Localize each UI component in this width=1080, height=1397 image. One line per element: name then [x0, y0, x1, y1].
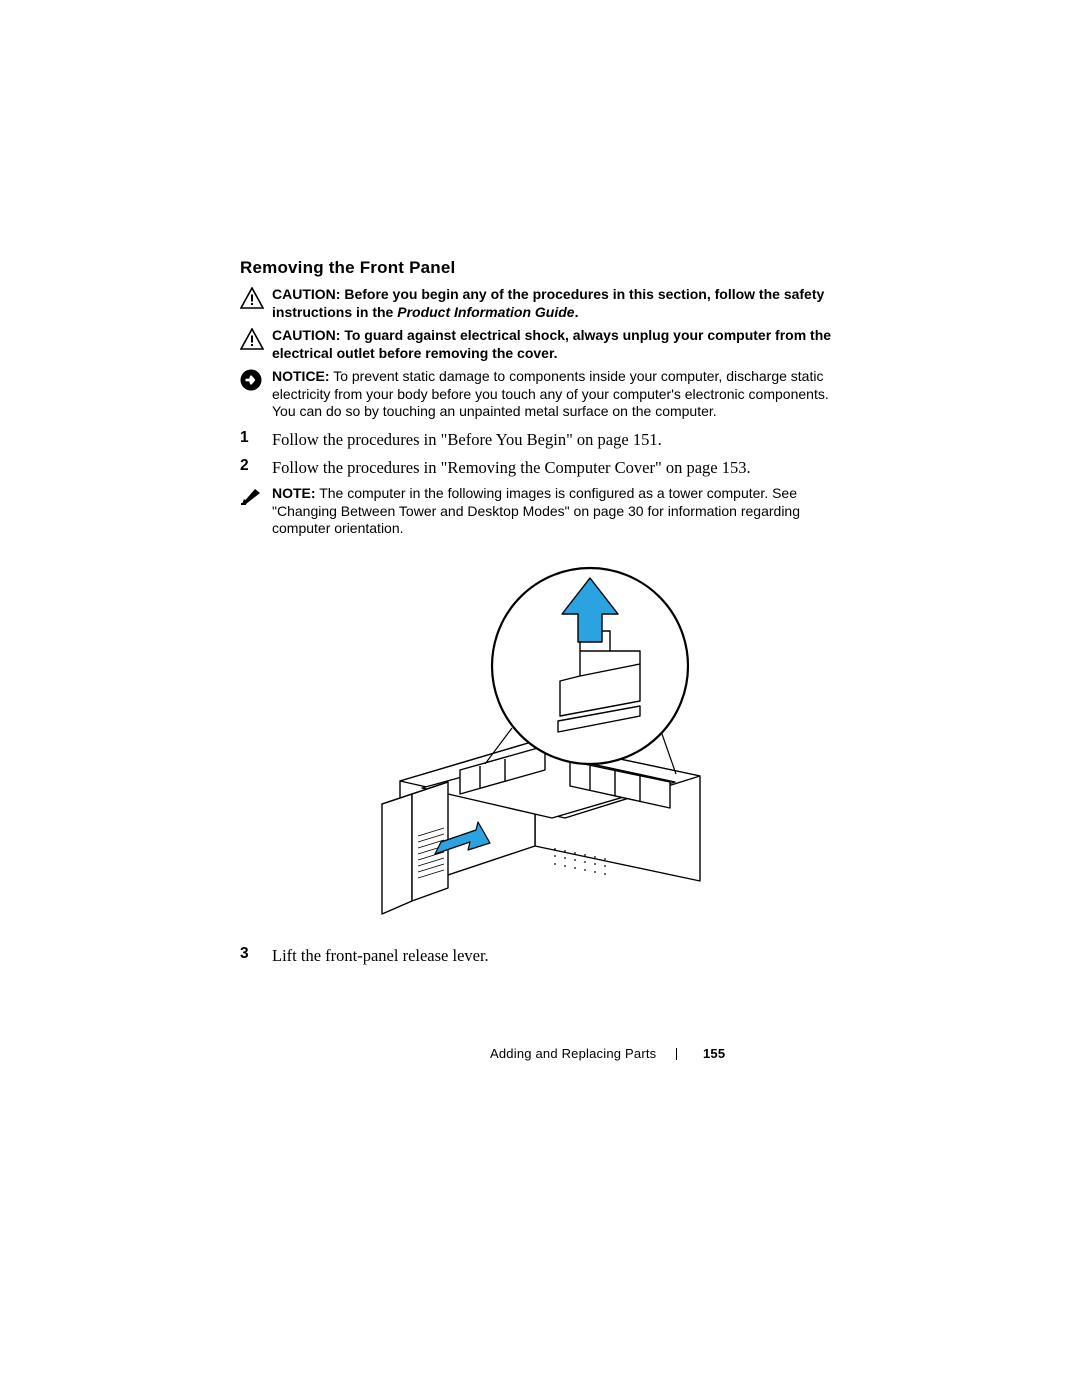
notice-block: NOTICE: To prevent static damage to comp… [240, 368, 840, 421]
notice-text: NOTICE: To prevent static damage to comp… [272, 368, 840, 421]
caution-1-body-b: . [575, 304, 579, 320]
step-1-number: 1 [240, 429, 272, 447]
step-2: 2 Follow the procedures in "Removing the… [240, 457, 840, 479]
notice-icon [240, 369, 264, 391]
notice-lead: NOTICE: [272, 368, 330, 384]
step-1-text: Follow the procedures in "Before You Beg… [272, 429, 840, 451]
step-2-number: 2 [240, 457, 272, 475]
note-body: The computer in the following images is … [272, 485, 800, 536]
caution-1-text: CAUTION: Before you begin any of the pro… [272, 286, 840, 321]
step-3-text: Lift the front-panel release lever. [272, 945, 840, 967]
caution-2-lead: CAUTION: [272, 327, 340, 343]
footer-section: Adding and Replacing Parts [490, 1046, 656, 1061]
caution-block-1: CAUTION: Before you begin any of the pro… [240, 286, 840, 321]
caution-1-italic: Product Information Guide [397, 304, 574, 320]
note-text: NOTE: The computer in the following imag… [272, 485, 840, 538]
note-block: NOTE: The computer in the following imag… [240, 485, 840, 538]
note-lead: NOTE: [272, 485, 316, 501]
section-heading: Removing the Front Panel [240, 258, 840, 278]
caution-1-lead: CAUTION: [272, 286, 340, 302]
notice-body: To prevent static damage to components i… [272, 368, 829, 419]
page-content: Removing the Front Panel CAUTION: Before… [240, 258, 840, 973]
caution-2-body: To guard against electrical shock, alway… [272, 327, 831, 361]
footer-page-number: 155 [703, 1046, 725, 1061]
note-icon [240, 486, 264, 508]
step-2-text: Follow the procedures in "Removing the C… [272, 457, 840, 479]
step-3-number: 3 [240, 945, 272, 963]
caution-2-text: CAUTION: To guard against electrical sho… [272, 327, 840, 362]
figure [240, 556, 840, 931]
step-3: 3 Lift the front-panel release lever. [240, 945, 840, 967]
footer-separator [676, 1048, 677, 1060]
step-list: 1 Follow the procedures in "Before You B… [240, 429, 840, 480]
caution-icon [240, 287, 264, 309]
caution-icon [240, 328, 264, 350]
caution-block-2: CAUTION: To guard against electrical sho… [240, 327, 840, 362]
step-1: 1 Follow the procedures in "Before You B… [240, 429, 840, 451]
step-list-2: 3 Lift the front-panel release lever. [240, 945, 840, 967]
